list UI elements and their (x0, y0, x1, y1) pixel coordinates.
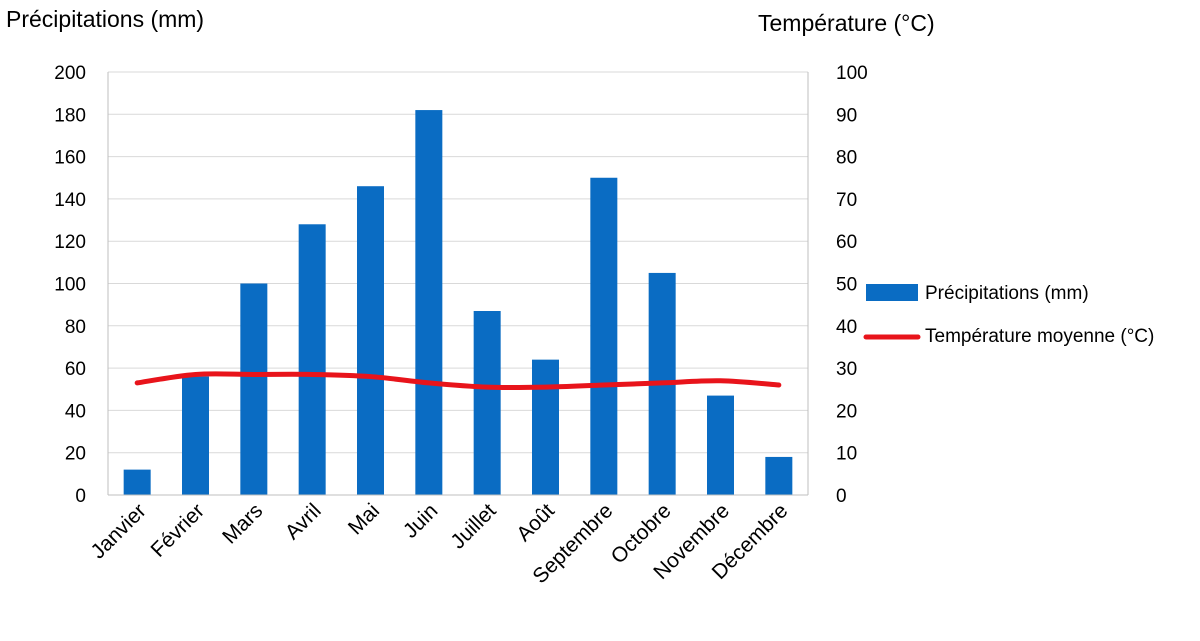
right-tick-4: 40 (836, 317, 857, 338)
left-tick-0: 0 (75, 486, 86, 507)
left-tick-6: 120 (54, 232, 86, 253)
axes (107, 72, 809, 496)
bar-4 (357, 186, 384, 495)
temperature-point-11 (778, 384, 780, 386)
left-axis-title: Précipitations (mm) (6, 6, 204, 32)
temperature-point-1 (195, 373, 196, 375)
left-tick-8: 160 (54, 148, 86, 169)
left-tick-5: 100 (54, 275, 86, 296)
category-label-2: Mars (218, 499, 267, 548)
bar-2 (240, 283, 268, 495)
temperature-point-7 (545, 386, 546, 388)
gridlines (108, 71, 808, 496)
right-tick-9: 90 (836, 105, 857, 126)
temperature-point-8 (603, 384, 605, 386)
temperature-line-group (134, 371, 782, 391)
right-axis-title: Température (°C) (758, 10, 935, 36)
right-tick-7: 70 (836, 190, 857, 211)
temperature-point-3 (311, 373, 313, 375)
left-tick-7: 140 (54, 190, 86, 211)
bar-1 (182, 376, 209, 495)
temperature-line (134, 371, 782, 391)
temperature-point-2 (253, 373, 255, 375)
left-tick-9: 180 (54, 105, 86, 126)
bar-10 (707, 395, 734, 495)
right-tick-5: 50 (836, 275, 857, 296)
left-tick-1: 20 (65, 444, 86, 465)
temperature-point-0 (136, 382, 138, 384)
right-tick-6: 60 (836, 232, 857, 253)
left-tick-labels: 0 20 40 60 80 100 120 140 160 180 200 (54, 63, 86, 507)
temperature-point-5 (428, 382, 430, 384)
category-label-1: Février (147, 499, 209, 561)
bar-5 (415, 110, 443, 495)
temperature-point-9 (661, 382, 663, 384)
category-label-3: Avril (281, 499, 326, 544)
right-tick-1: 10 (836, 444, 857, 465)
bar-7 (532, 359, 559, 495)
bar-3 (298, 224, 326, 495)
left-tick-10: 200 (54, 63, 86, 84)
legend-label-precipitation: Précipitations (mm) (925, 283, 1089, 304)
legend-label-temperature: Température moyenne (°C) (925, 326, 1154, 347)
legend-swatch-precipitation (866, 284, 918, 301)
right-tick-labels: 0 10 20 30 40 50 60 70 80 90 100 (836, 63, 868, 507)
precipitation-bars (123, 110, 793, 495)
right-tick-3: 30 (836, 359, 857, 380)
bar-8 (590, 177, 618, 495)
category-label-5: Juin (399, 499, 443, 543)
right-tick-10: 100 (836, 63, 868, 84)
left-tick-2: 40 (65, 401, 86, 422)
temperature-point-4 (370, 376, 371, 378)
right-tick-8: 80 (836, 148, 857, 169)
bar-0 (123, 469, 151, 495)
left-tick-4: 80 (65, 317, 86, 338)
temperature-point-6 (486, 386, 488, 388)
legend: Précipitations (mm) Température moyenne … (863, 283, 1154, 347)
temperature-point-10 (720, 380, 721, 382)
category-label-4: Mai (344, 499, 384, 539)
category-label-6: Juillet (446, 499, 500, 553)
left-tick-3: 60 (65, 359, 86, 380)
category-label-7: Août (512, 499, 559, 546)
right-tick-0: 0 (836, 486, 847, 507)
bar-11 (765, 456, 793, 495)
right-tick-2: 20 (836, 401, 857, 422)
category-label-0: Janvier (87, 499, 151, 563)
bar-6 (473, 310, 501, 495)
